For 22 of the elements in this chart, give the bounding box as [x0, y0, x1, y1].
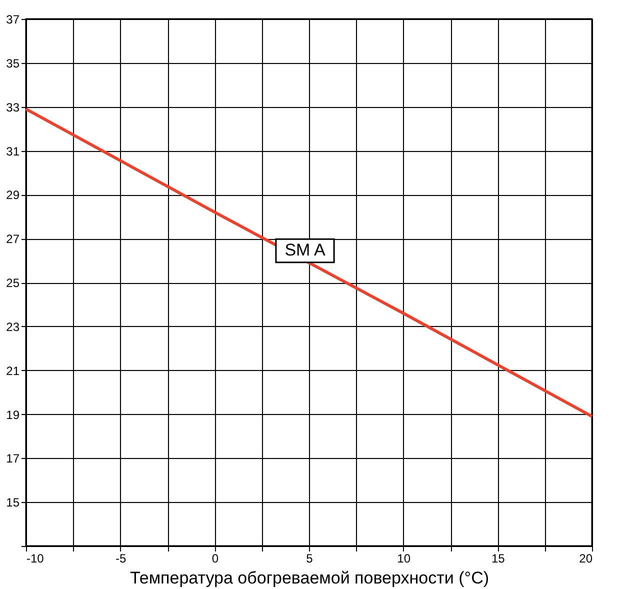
x-tick-label: -10: [26, 552, 44, 566]
x-tick-label: -5: [115, 552, 126, 566]
x-tick-label: 10: [397, 552, 411, 566]
y-tick-label: 15: [6, 496, 20, 510]
y-tick-label: 37: [6, 12, 20, 26]
line-series: [24, 108, 594, 418]
y-tick-label: 19: [6, 408, 20, 422]
x-axis-title: Температура обогреваемой поверхности (°C): [130, 568, 490, 588]
y-tick-label: 17: [6, 452, 20, 466]
x-tick-label: 20: [579, 552, 593, 566]
x-tick-label: 15: [491, 552, 506, 566]
y-tick-label: 23: [6, 320, 20, 334]
y-tick-label: 35: [6, 56, 20, 70]
y-tick-label: 27: [6, 232, 20, 246]
x-tick-label: 5: [306, 552, 314, 566]
y-tick-label: 21: [6, 364, 20, 378]
y-tick-label: 31: [6, 144, 20, 158]
series-label: SM A: [284, 240, 326, 260]
y-tick-label: 33: [6, 100, 20, 114]
y-tick-label: 29: [6, 188, 20, 202]
x-tick-label: 0: [212, 552, 219, 566]
y-tick-label: 25: [6, 276, 20, 290]
